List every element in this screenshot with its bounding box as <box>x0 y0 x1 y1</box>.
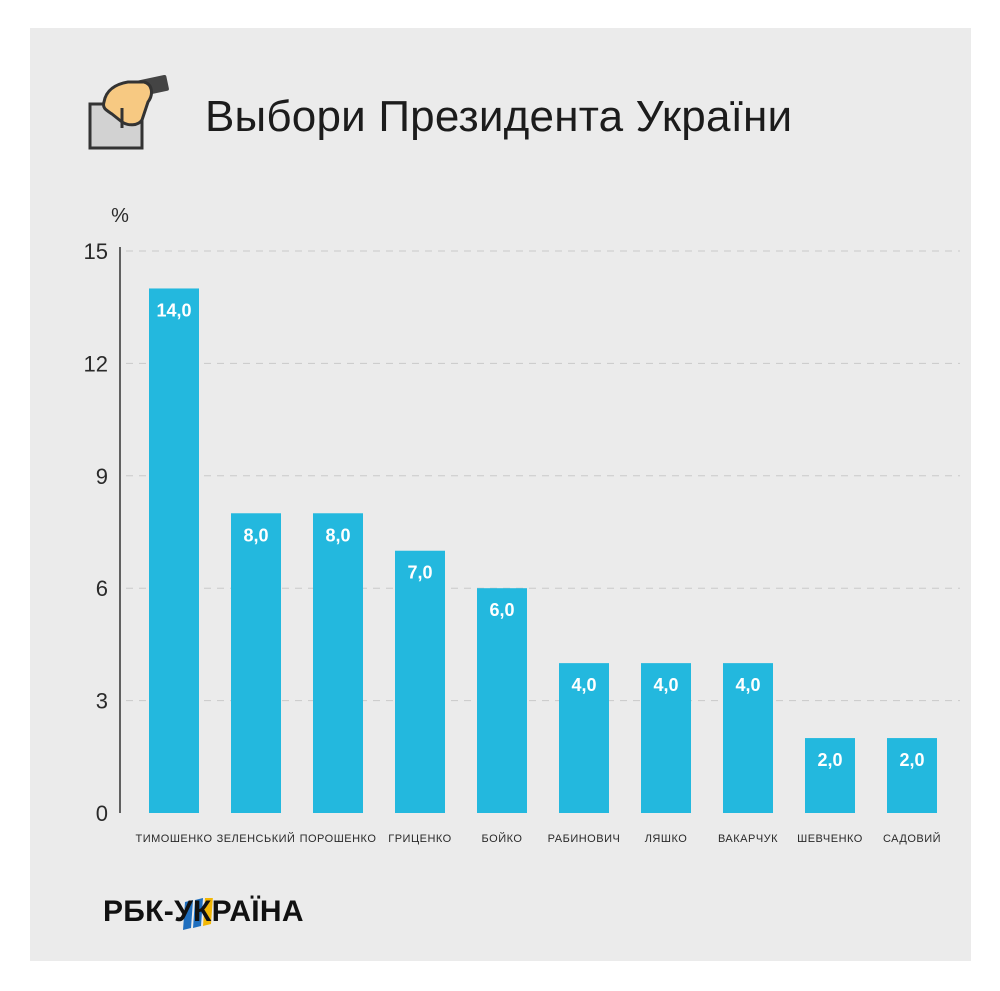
bar-value-label: 4,0 <box>735 675 760 695</box>
x-tick-label: ВАКАРЧУК <box>718 833 778 845</box>
ballot-box-icon <box>88 75 169 150</box>
bar-value-label: 8,0 <box>243 525 268 545</box>
bar-value-label: 2,0 <box>899 750 924 770</box>
x-tick-label: ШЕВЧЕНКО <box>797 833 863 845</box>
rbc-flag-icon <box>183 898 213 930</box>
bar <box>313 513 363 813</box>
bar <box>559 663 609 813</box>
bar-value-label: 4,0 <box>653 675 678 695</box>
bar <box>887 738 937 813</box>
brand-logo-text: РБК-УКРАЇНА <box>103 895 304 928</box>
bar-value-label: 4,0 <box>571 675 596 695</box>
x-tick-label: ЛЯШКО <box>645 833 688 845</box>
x-tick-label: ГРИЦЕНКО <box>388 833 451 845</box>
y-tick-label: 15 <box>84 239 108 264</box>
bar <box>231 513 281 813</box>
bar-value-label: 2,0 <box>817 750 842 770</box>
x-tick-label: БОЙКО <box>482 832 523 845</box>
bar <box>723 663 773 813</box>
bar <box>477 588 527 813</box>
y-tick-label: 12 <box>84 351 108 376</box>
bar <box>805 738 855 813</box>
bar-value-label: 7,0 <box>407 563 432 583</box>
y-tick-label: 0 <box>96 801 108 826</box>
bar-value-label: 6,0 <box>489 600 514 620</box>
x-tick-label: САДОВИЙ <box>883 832 941 845</box>
chart-title: Выбори Президента України <box>205 92 793 141</box>
bar <box>149 288 199 813</box>
y-tick-label: 6 <box>96 576 108 601</box>
bar-value-label: 14,0 <box>156 300 191 320</box>
x-tick-label: РАБИНОВИЧ <box>548 833 621 845</box>
bar <box>395 550 445 813</box>
y-axis-label: % <box>111 205 129 227</box>
x-tick-label: ПОРОШЕНКО <box>300 833 377 845</box>
x-tick-label: ЗЕЛЕНСЬКИЙ <box>217 832 296 845</box>
bar-value-label: 8,0 <box>325 525 350 545</box>
y-tick-label: 3 <box>96 689 108 714</box>
x-tick-label: ТИМОШЕНКО <box>135 833 212 845</box>
bar <box>641 663 691 813</box>
y-tick-label: 9 <box>96 464 108 489</box>
